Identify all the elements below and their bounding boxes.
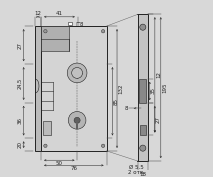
Circle shape <box>140 145 146 151</box>
Text: 12: 12 <box>156 71 161 78</box>
Text: 36: 36 <box>18 117 23 124</box>
Text: □8: □8 <box>75 21 84 26</box>
Bar <box>68 22 72 25</box>
Text: 18: 18 <box>139 172 146 177</box>
Bar <box>35 26 41 151</box>
Bar <box>138 14 148 161</box>
Text: 41: 41 <box>56 11 63 16</box>
Text: 35: 35 <box>150 87 155 95</box>
Bar <box>76 124 78 129</box>
Circle shape <box>44 144 47 147</box>
Bar <box>140 125 146 135</box>
Circle shape <box>44 30 47 33</box>
Text: 76: 76 <box>70 166 77 171</box>
Circle shape <box>72 67 82 78</box>
Text: 132: 132 <box>118 83 123 94</box>
Text: 20: 20 <box>18 141 23 148</box>
Circle shape <box>67 63 87 83</box>
Text: 85: 85 <box>113 98 118 105</box>
Text: 12: 12 <box>35 11 42 16</box>
Bar <box>140 79 146 103</box>
Circle shape <box>101 144 105 147</box>
Text: 8: 8 <box>125 106 129 111</box>
Text: 195: 195 <box>162 82 167 93</box>
Text: 50: 50 <box>56 161 63 166</box>
Text: 27: 27 <box>156 116 161 123</box>
Bar <box>41 26 106 151</box>
Circle shape <box>101 30 105 33</box>
Bar <box>43 121 51 135</box>
Text: 2 отв.: 2 отв. <box>128 170 144 175</box>
Circle shape <box>74 117 80 123</box>
Text: 24,5: 24,5 <box>18 78 23 89</box>
Text: 27: 27 <box>18 42 23 49</box>
Circle shape <box>68 112 86 129</box>
Text: Ø 5.5: Ø 5.5 <box>129 165 143 170</box>
Circle shape <box>140 24 146 30</box>
Bar <box>41 26 69 51</box>
